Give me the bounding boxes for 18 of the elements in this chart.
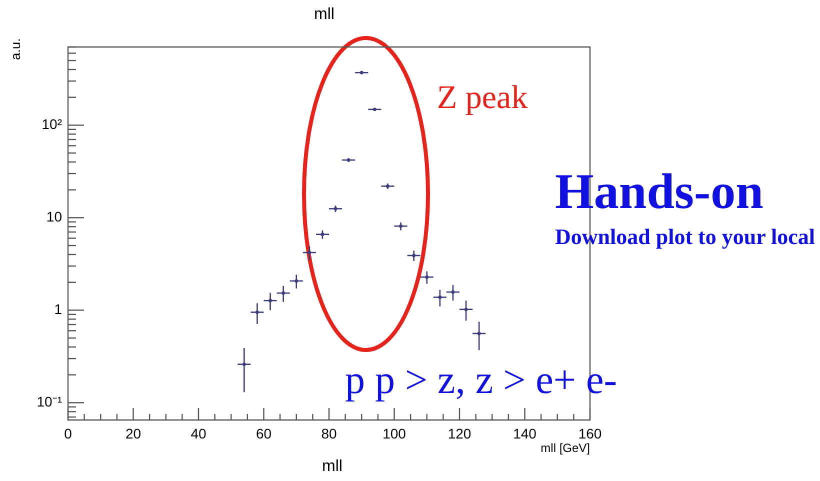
x-tick-label: 60	[256, 425, 272, 442]
x-tick-label: 140	[513, 425, 537, 442]
x-tick-label: 100	[382, 425, 406, 442]
x-tick-label: 40	[190, 425, 206, 442]
x-tick-label: 80	[321, 425, 337, 442]
y-tick-label: 1	[54, 301, 62, 318]
x-tick-label: 160	[578, 425, 602, 442]
x-axis-title: mll [GeV]	[540, 441, 590, 455]
text: mll	[322, 458, 342, 476]
annotation: Z peak	[437, 80, 528, 117]
y-tick-label: 10	[46, 208, 62, 225]
chart-title: mll	[314, 6, 334, 24]
y-tick-label: 10⁻¹	[36, 394, 62, 410]
x-tick-label: 120	[448, 425, 472, 442]
y-axis-title: a.u.	[8, 38, 23, 60]
x-tick-label: 0	[64, 425, 72, 442]
y-tick-label: 10²	[42, 116, 62, 132]
x-tick-label: 20	[125, 425, 142, 442]
